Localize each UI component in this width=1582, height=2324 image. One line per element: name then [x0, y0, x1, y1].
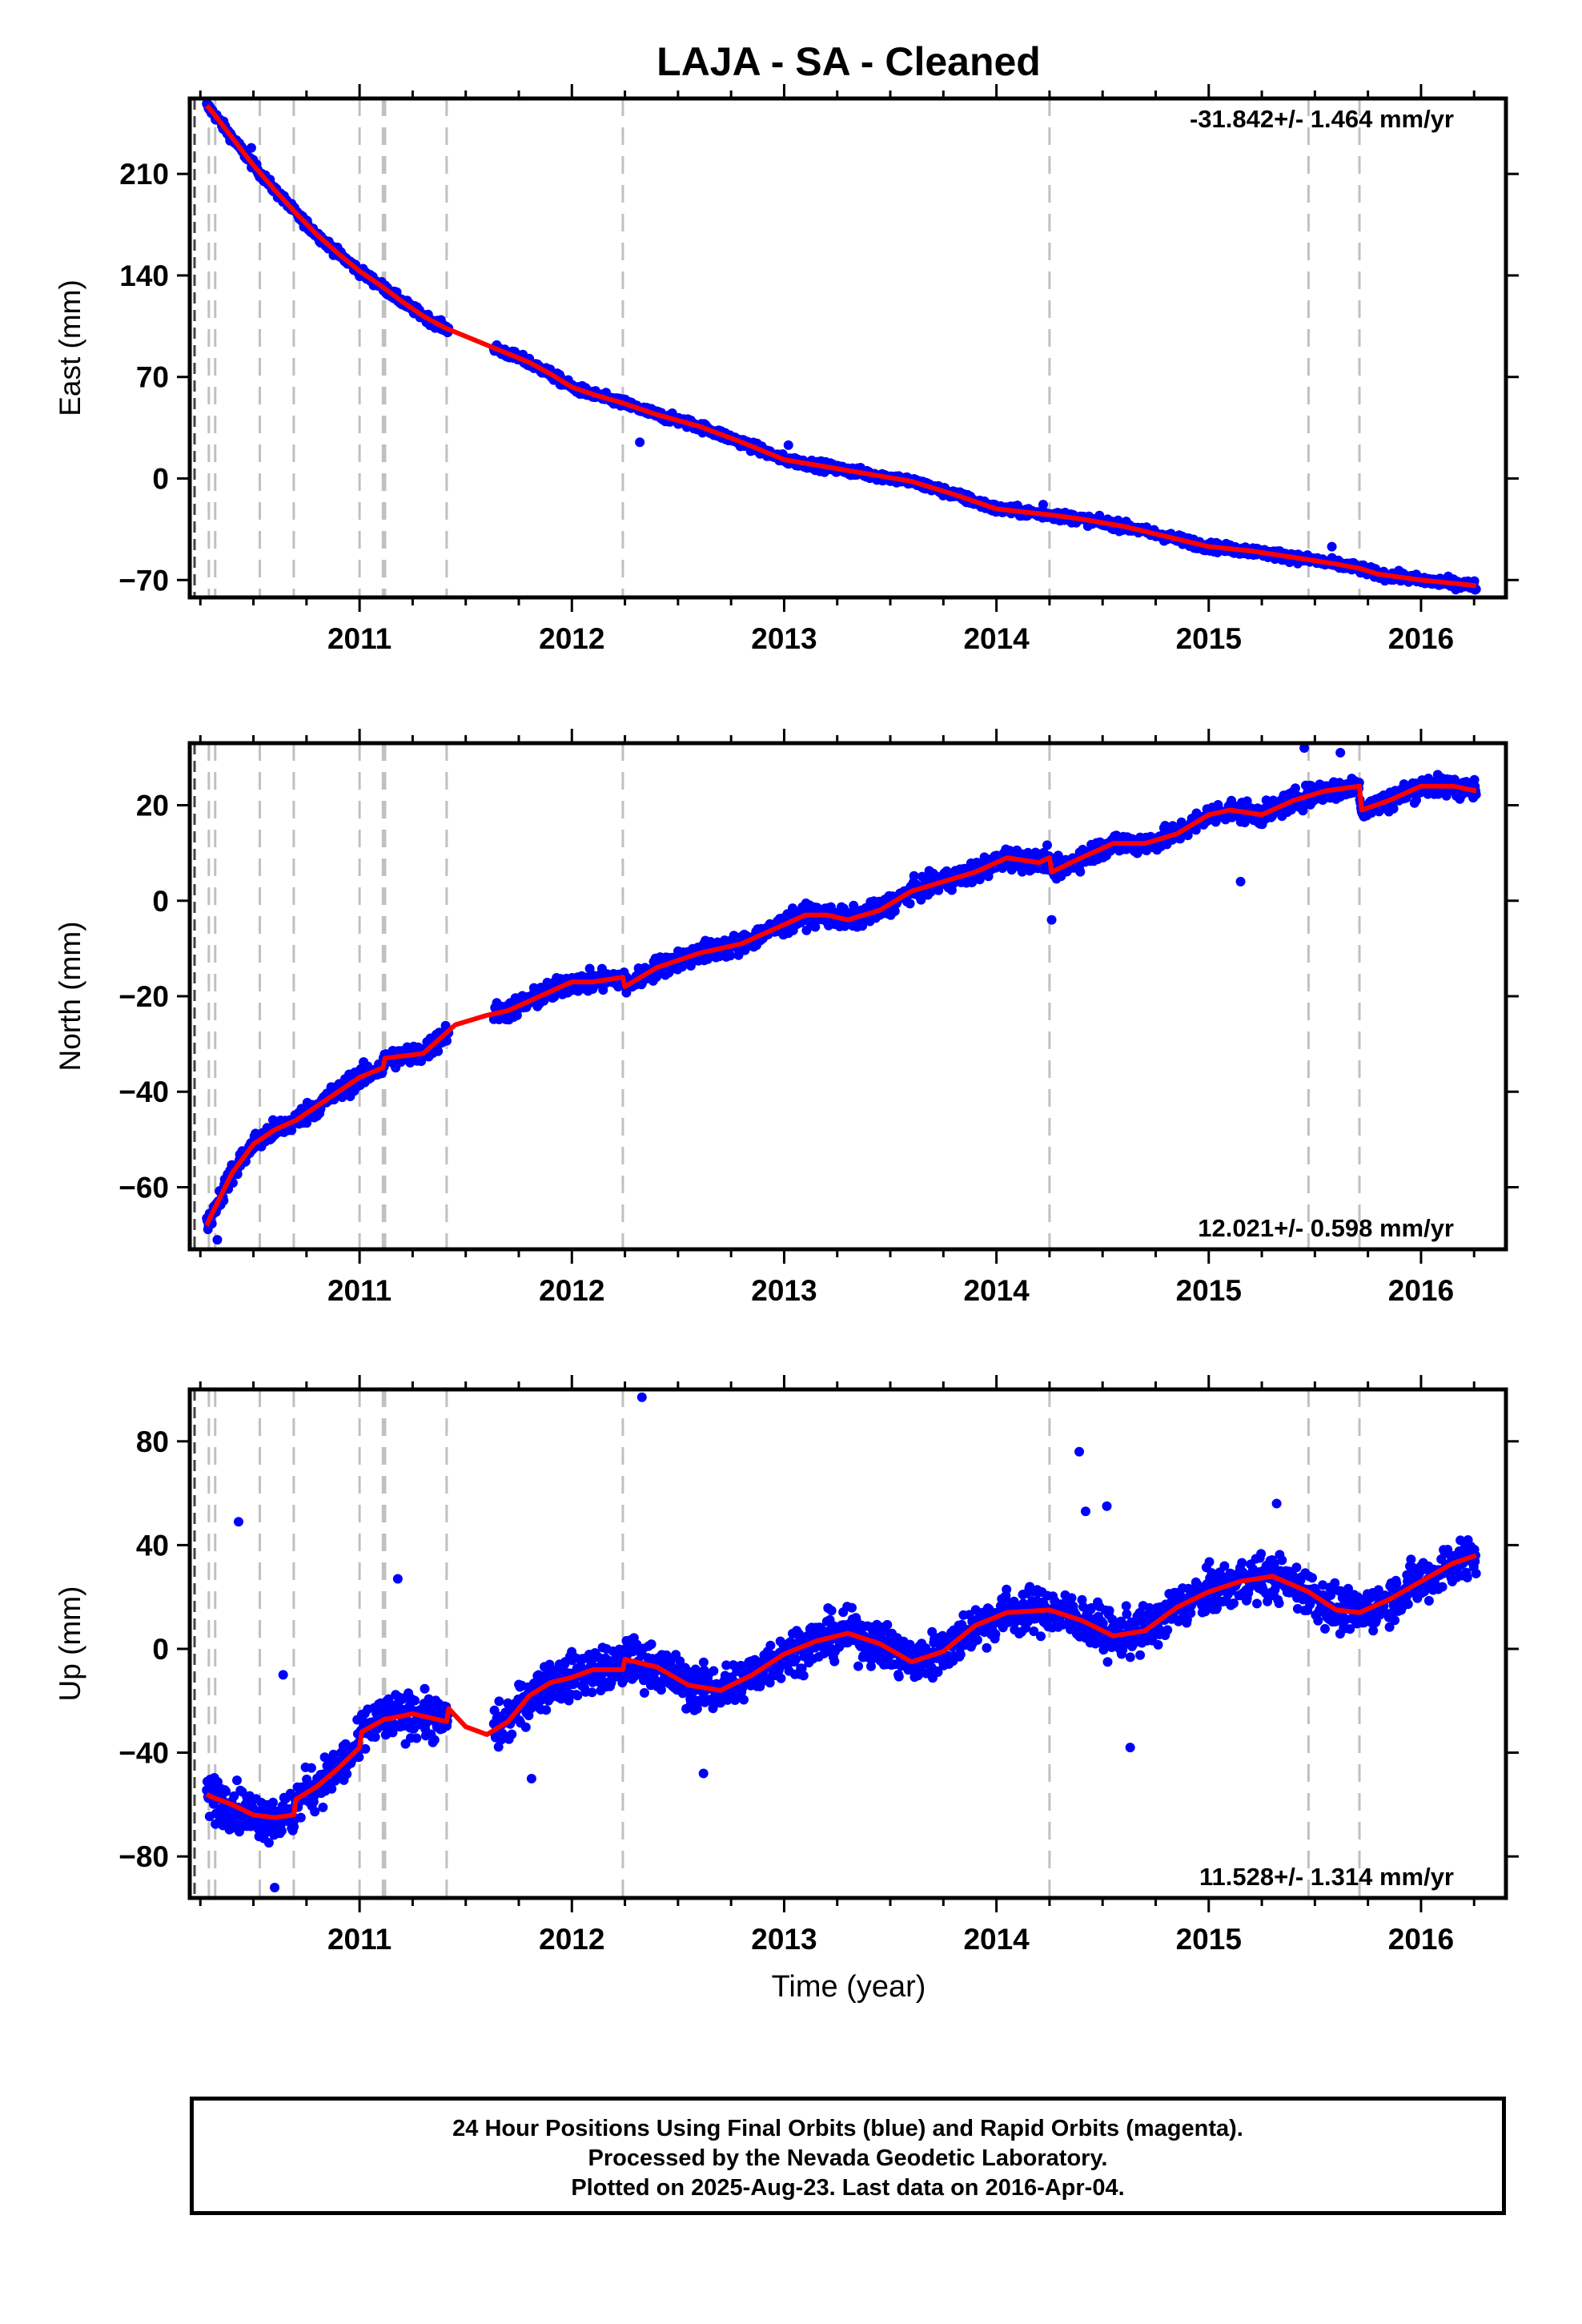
- y-tick-label: 70: [136, 361, 169, 394]
- data-points: [202, 99, 1481, 595]
- data-point: [429, 1735, 440, 1745]
- y-tick-label: 0: [152, 885, 169, 918]
- event-lines: [207, 99, 1361, 597]
- data-point: [295, 1812, 306, 1823]
- data-point: [387, 1727, 398, 1738]
- outlier-point: [1327, 541, 1337, 552]
- data-point: [1291, 783, 1300, 794]
- outlier-point: [1335, 747, 1346, 758]
- data-point: [370, 1732, 380, 1742]
- x-tick-label: 2016: [1388, 1274, 1454, 1307]
- y-tick-label: −70: [118, 564, 169, 597]
- data-point: [328, 1749, 339, 1759]
- data-point: [263, 1838, 274, 1848]
- rate-annotation: -31.842+/- 1.464 mm/yr: [1190, 105, 1454, 133]
- y-tick-label: 210: [119, 158, 169, 191]
- x-tick-label: 2016: [1388, 622, 1454, 655]
- outlier-point: [1299, 743, 1310, 753]
- data-point: [306, 1763, 316, 1773]
- y-tick-label: −20: [118, 980, 169, 1013]
- data-point: [507, 1729, 517, 1739]
- data-point: [327, 1783, 337, 1794]
- outlier-point: [1046, 915, 1057, 925]
- y-tick-label: 20: [136, 790, 169, 822]
- data-point: [442, 1035, 452, 1046]
- x-tick-label: 2014: [963, 1274, 1030, 1307]
- x-tick-label: 2012: [539, 1274, 604, 1307]
- data-point: [572, 1691, 583, 1701]
- y-tick-label: 140: [119, 259, 169, 292]
- data-point: [520, 1722, 531, 1732]
- data-point: [287, 1125, 297, 1136]
- data-point: [1191, 825, 1201, 835]
- data-point: [1388, 803, 1399, 814]
- data-point: [268, 1797, 278, 1807]
- y-tick-label: −40: [118, 1076, 169, 1108]
- x-tick-label: 2013: [751, 1274, 817, 1307]
- data-point: [232, 1775, 242, 1786]
- data-point: [420, 1683, 430, 1694]
- rate-annotation: 12.021+/- 0.598 mm/yr: [1198, 1214, 1454, 1242]
- data-point: [276, 1826, 287, 1836]
- data-point: [342, 1769, 352, 1779]
- x-tick-label: 2011: [327, 622, 391, 655]
- panel-east: −70 0 70 140 210 2011 2012 2013 2014 2015 2016 East…: [54, 84, 1519, 655]
- x-tick-label: 2015: [1176, 1274, 1242, 1307]
- x-tick-label: 2012: [539, 622, 604, 655]
- data-point: [889, 906, 900, 916]
- data-points: [202, 1392, 1481, 1893]
- x-tick-label: 2015: [1176, 622, 1242, 655]
- data-point: [725, 951, 736, 961]
- outlier-point: [212, 1235, 223, 1245]
- y-tick-label: −60: [118, 1171, 169, 1204]
- data-point: [318, 1802, 328, 1812]
- y-tick-label: 0: [152, 462, 169, 495]
- data-points: [202, 743, 1481, 1245]
- panel-frame: [187, 96, 1508, 600]
- data-point: [360, 1743, 371, 1754]
- data-point: [493, 1742, 504, 1752]
- y-axis-label: North (mm): [54, 921, 86, 1071]
- data-point: [433, 1046, 444, 1056]
- data-point: [1075, 866, 1086, 877]
- outlier-point: [1038, 500, 1048, 510]
- data-point: [410, 1695, 420, 1706]
- data-point: [310, 1807, 320, 1817]
- chart-panels: −70 0 70 140 210 2011 2012 2013 2014 2015 2016 East…: [54, 84, 1519, 1956]
- data-point: [541, 1705, 552, 1715]
- data-point: [412, 1733, 422, 1743]
- x-tick-label: 2013: [751, 622, 817, 655]
- y-axis-label: East (mm): [54, 279, 86, 416]
- x-tick-label: 2011: [327, 1274, 391, 1307]
- data-point: [221, 1787, 231, 1796]
- event-lines: [207, 743, 1361, 1249]
- x-tick-label: 2014: [963, 622, 1030, 655]
- data-point: [909, 870, 919, 881]
- model-fit-line: [205, 103, 1477, 589]
- outlier-point: [1235, 876, 1246, 887]
- outlier-point: [246, 143, 256, 153]
- chart-title: LAJA - SA - Cleaned: [656, 39, 1041, 84]
- panel-north: −60 −40 −20 0 20 2011 2012 2013 2014 2015 2016 Nort…: [54, 729, 1519, 1307]
- data-point: [229, 1791, 239, 1801]
- model-fit-line: [204, 783, 1477, 1227]
- data-point: [354, 1752, 364, 1763]
- panel-frame: [187, 741, 1508, 1252]
- data-point: [905, 899, 915, 909]
- outlier-point: [635, 437, 645, 448]
- data-point: [1042, 840, 1052, 850]
- data-point: [1411, 795, 1421, 806]
- outlier-point: [783, 440, 793, 450]
- data-point: [494, 1696, 504, 1707]
